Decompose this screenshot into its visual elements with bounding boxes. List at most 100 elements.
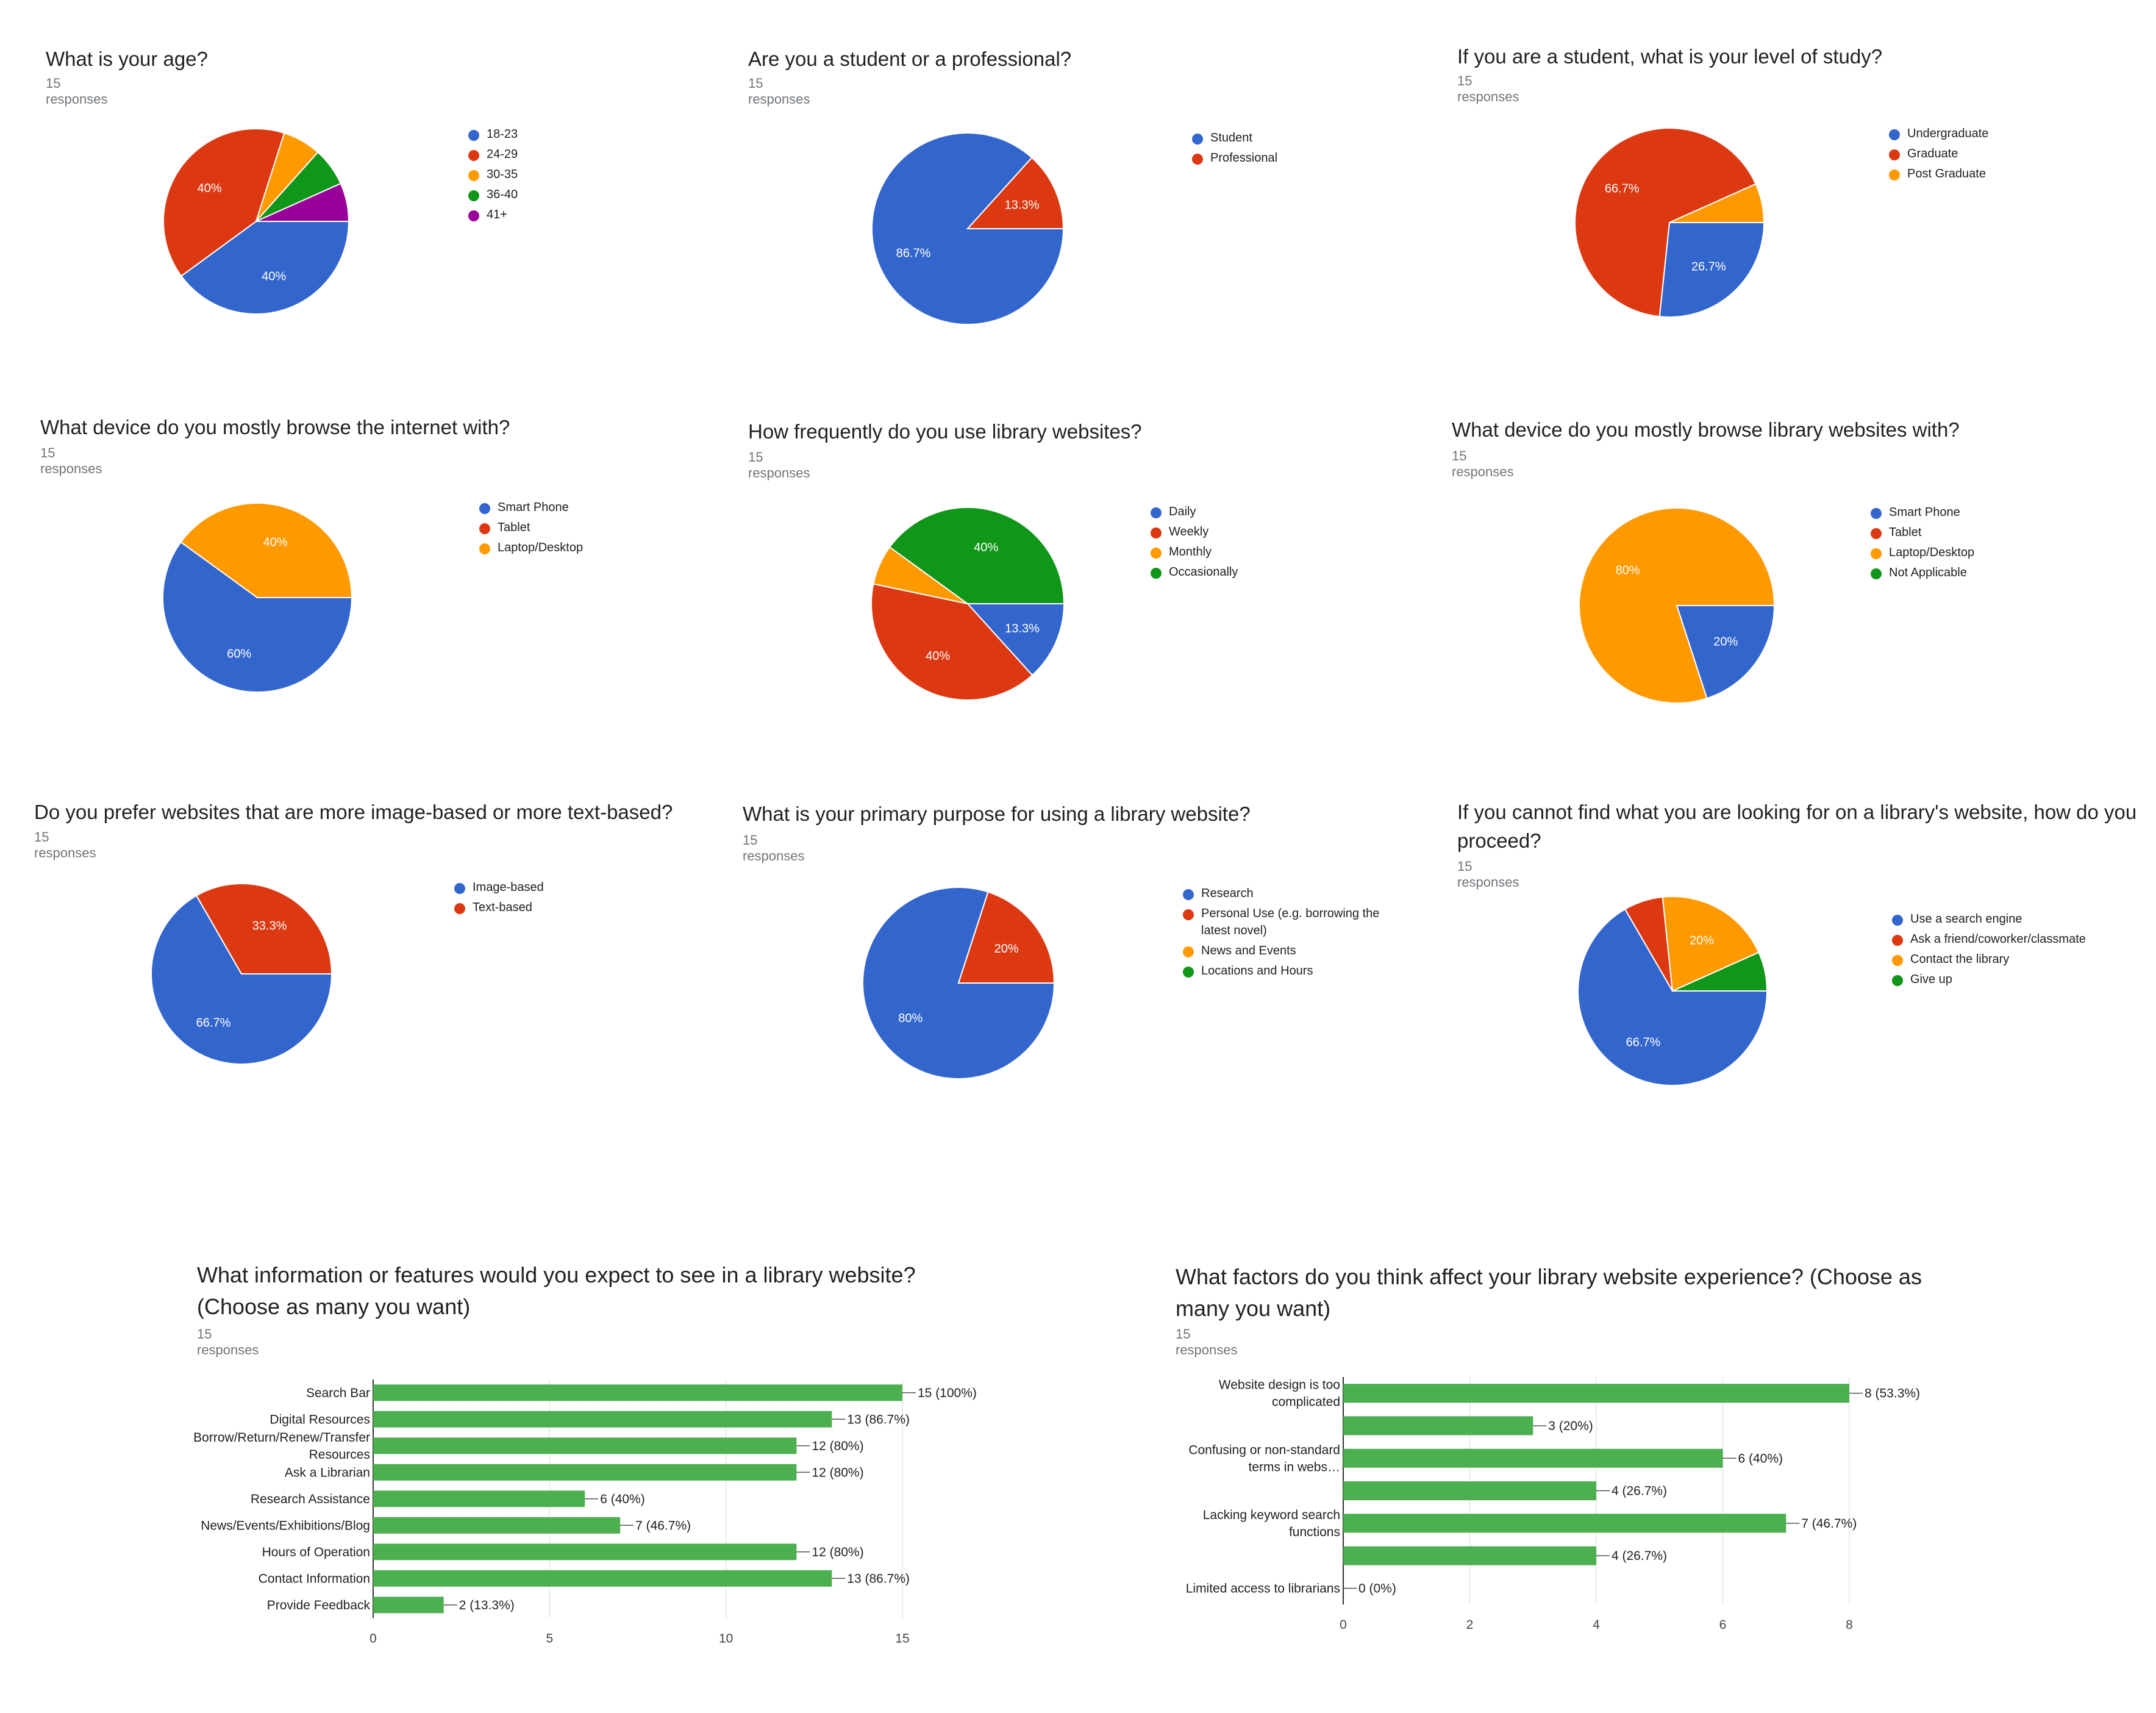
legend-swatch (479, 523, 490, 534)
legend-label: Personal Use (e.g. borrowing the latest … (1201, 907, 1380, 937)
response-count: 15 responses (34, 829, 96, 860)
bar[interactable] (373, 1597, 444, 1614)
category-label: News/Events/Exhibitions/Blog (201, 1518, 370, 1532)
response-count: 15 responses (40, 445, 102, 476)
legend-swatch (1183, 909, 1194, 920)
legend-item[interactable]: Use a search engine (1892, 910, 2148, 931)
legend-label: Research (1201, 887, 1254, 900)
legend: Student Professional (1192, 129, 1375, 170)
legend-item[interactable]: Locations and Hours (1183, 962, 1408, 982)
legend-item[interactable]: Tablet (479, 519, 662, 539)
category-label: functions (1289, 1525, 1340, 1539)
legend-swatch (1151, 548, 1162, 559)
bar[interactable] (1343, 1481, 1596, 1501)
legend-item[interactable]: Laptop/Desktop (479, 539, 662, 559)
legend-item[interactable]: Graduate (1889, 145, 2072, 165)
legend-item[interactable]: Post Graduate (1889, 165, 2072, 185)
slice-label: 40% (926, 649, 950, 663)
legend-swatch (1892, 935, 1903, 946)
value-label: 4 (26.7%) (1612, 1549, 1667, 1563)
pie-slice-laptop-desktop (180, 502, 353, 598)
legend-item[interactable]: Occasionally (1151, 563, 1333, 584)
legend-label: Student (1210, 131, 1252, 145)
slice-label: 40% (263, 536, 288, 549)
legend-item[interactable]: Monthly (1151, 543, 1333, 563)
bar[interactable] (373, 1570, 832, 1587)
legend-label: Contact the library (1910, 953, 2010, 966)
legend-label: 24-29 (487, 148, 518, 161)
category-label: Ask a Librarian (285, 1465, 370, 1479)
legend-item[interactable]: Smart Phone (479, 499, 662, 519)
x-tick-label: 10 (719, 1632, 733, 1646)
category-label: Provide Feedback (267, 1598, 371, 1612)
legend-item[interactable]: 36-40 (468, 186, 651, 206)
bar[interactable] (373, 1517, 621, 1534)
category-label: Contact Information (259, 1572, 370, 1586)
legend-item[interactable]: Student (1192, 129, 1375, 149)
legend-item[interactable]: 41+ (468, 206, 651, 226)
legend-item[interactable]: 18-23 (468, 126, 651, 146)
legend-item[interactable]: Personal Use (e.g. borrowing the latest … (1183, 905, 1408, 942)
legend-swatch (1183, 889, 1194, 900)
legend: Use a search engine Ask a friend/coworker… (1892, 910, 2148, 991)
legend-item[interactable]: Smart Phone (1871, 504, 2054, 524)
legend-swatch (1871, 568, 1882, 579)
legend-item[interactable]: 24-29 (468, 146, 651, 166)
pie-slice-ask-a-friend-coworker-classmate (1624, 896, 1673, 992)
legend-item[interactable]: Ask a friend/coworker/classmate (1892, 931, 2148, 951)
legend-swatch (1151, 527, 1162, 538)
bar[interactable] (1343, 1546, 1596, 1565)
legend-item[interactable]: Text-based (454, 899, 637, 919)
legend-swatch (1889, 170, 1900, 181)
legend-item[interactable]: Professional (1192, 149, 1375, 170)
legend: Smart Phone Tablet Laptop/Desktop Not Appli… (1871, 504, 2054, 584)
legend-label: Smart Phone (1889, 506, 1960, 519)
bar[interactable] (373, 1411, 832, 1428)
legend-item[interactable]: Not Applicable (1871, 564, 2054, 584)
slice-label: 20% (1690, 934, 1714, 948)
response-count: 15 responses (748, 76, 810, 107)
legend-item[interactable]: Undergraduate (1889, 125, 2072, 145)
legend-item[interactable]: 30-35 (468, 166, 651, 186)
pie-slice-give-up (1672, 951, 1768, 992)
value-label: 7 (46.7%) (635, 1518, 691, 1532)
bar[interactable] (1343, 1448, 1723, 1468)
slice-label: 66.7% (1626, 1035, 1661, 1049)
legend-item[interactable]: Tablet (1871, 524, 2054, 544)
bar[interactable] (1343, 1416, 1533, 1436)
category-label: Website design is too (1219, 1378, 1340, 1392)
bar[interactable] (373, 1437, 797, 1454)
x-tick-label: 2 (1466, 1618, 1474, 1632)
legend-item[interactable]: Contact the library (1892, 951, 2148, 971)
bar[interactable] (373, 1543, 797, 1561)
legend-label: 41+ (487, 208, 507, 221)
value-label: 6 (40%) (600, 1492, 645, 1506)
bar[interactable] (373, 1464, 797, 1481)
chart-title: If you are a student, what is your level… (1457, 45, 1883, 68)
legend-item[interactable]: Give up (1892, 971, 2148, 991)
response-count: 15 responses (46, 76, 108, 107)
legend-item[interactable]: News and Events (1183, 942, 1408, 962)
legend-label: Weekly (1169, 525, 1209, 538)
legend-swatch (468, 170, 479, 181)
legend-item[interactable]: Daily (1151, 503, 1333, 523)
pie-slice-18-23 (180, 221, 350, 315)
legend-label: Graduate (1907, 147, 1958, 160)
legend-item[interactable]: Research (1183, 885, 1408, 905)
legend-swatch (1192, 154, 1203, 165)
legend-item[interactable]: Weekly (1151, 523, 1333, 543)
pie-slice-contact-the-library (1662, 896, 1760, 992)
bar[interactable] (1343, 1384, 1849, 1403)
legend-label: Ask a friend/coworker/classmate (1910, 932, 2086, 946)
legend-item[interactable]: Image-based (454, 879, 637, 899)
slice-label: 20% (994, 942, 1019, 956)
bar[interactable] (373, 1384, 902, 1401)
bar[interactable] (1343, 1514, 1787, 1533)
legend: Smart Phone Tablet Laptop/Desktop (479, 499, 662, 559)
legend-label: 36-40 (487, 188, 518, 201)
legend-item[interactable]: Laptop/Desktop (1871, 544, 2054, 564)
slice-label: 60% (227, 647, 251, 660)
bar[interactable] (373, 1490, 585, 1507)
